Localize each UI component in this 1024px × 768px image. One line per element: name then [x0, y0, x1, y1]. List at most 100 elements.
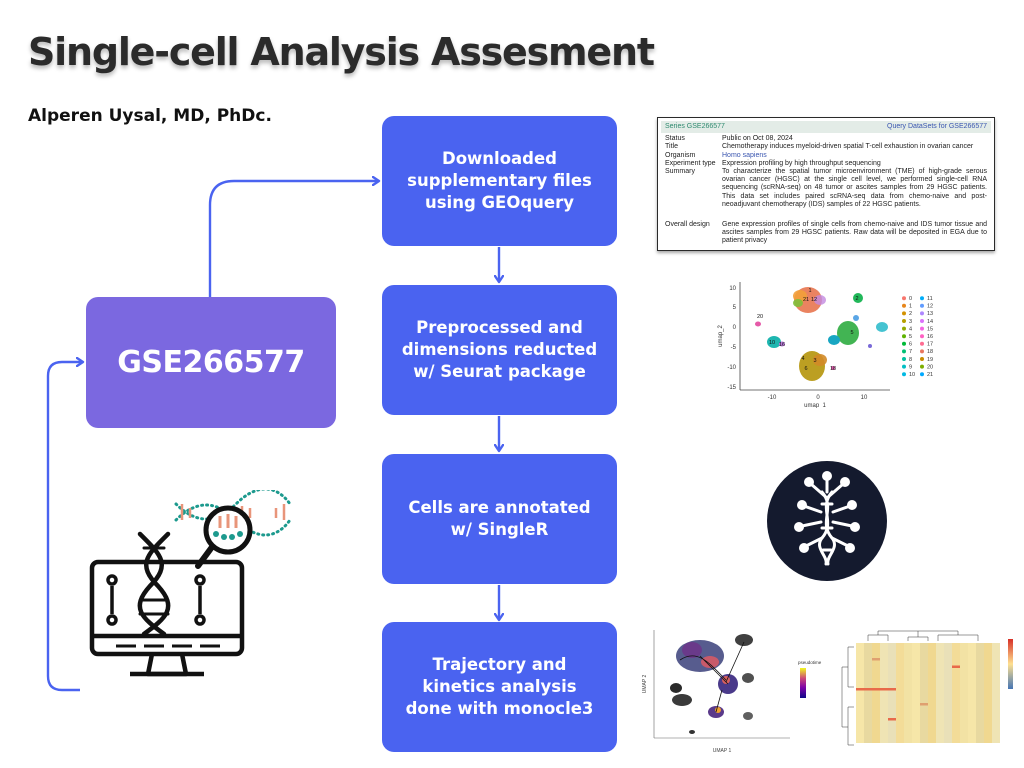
cluster-label: 16	[779, 342, 785, 348]
legend-label: 1	[909, 304, 912, 310]
geo-value: Public on Oct 08, 2024	[722, 135, 793, 143]
geo-organism-link[interactable]: Homo sapiens	[722, 151, 767, 159]
geo-record-card: Series GSE266577 Query DataSets for GSE2…	[657, 117, 995, 251]
legend-label: 11	[927, 296, 933, 302]
legend-swatch	[902, 303, 906, 308]
y-axis-label: UMAP 2	[642, 675, 648, 694]
y-axis-label: umap_2	[718, 324, 724, 346]
cluster-label: 12	[811, 297, 817, 303]
legend-label: 19	[927, 357, 933, 363]
legend-label: 14	[927, 319, 933, 325]
legend-swatch	[920, 341, 924, 346]
legend-label: 3	[909, 319, 912, 325]
legend-label: 15	[927, 326, 933, 332]
legend-swatch	[920, 319, 924, 323]
x-axis-label: umap_1	[804, 403, 826, 408]
geo-header: Series GSE266577 Query DataSets for GSE2…	[661, 121, 991, 134]
y-tick: 0	[733, 325, 737, 331]
legend-label: 6	[909, 342, 912, 348]
legend-swatch	[902, 349, 906, 354]
legend-swatch	[902, 364, 906, 369]
step-trajectory: Trajectory and kinetics analysis done wi…	[382, 622, 617, 752]
step-annotate: Cells are annotated w/ SingleR	[382, 454, 617, 584]
legend-swatch	[902, 319, 906, 323]
legend-label: 13	[927, 311, 933, 317]
clustered-heatmap	[841, 630, 1013, 746]
legend-label: 5	[909, 334, 912, 340]
dna-strand-icon	[137, 531, 171, 637]
legend-swatch	[920, 296, 924, 301]
circuit-icon	[106, 574, 206, 626]
legend-swatch	[920, 311, 924, 316]
heatmap-colorbar	[1008, 639, 1013, 689]
step-preprocess: Preprocessed and dimensions reducted w/ …	[382, 285, 617, 415]
legend-label: 12	[927, 304, 933, 310]
legend-label: 0	[909, 296, 912, 302]
geo-key: Organism	[665, 151, 696, 159]
y-tick: 5	[733, 305, 737, 311]
geo-row-overall-design: Overall design Gene expression profiles o…	[661, 221, 991, 246]
cluster-label: 3	[813, 358, 816, 364]
legend-swatch	[902, 311, 906, 316]
x-tick: 0	[816, 395, 820, 401]
legend-label: 20	[927, 364, 933, 370]
dataset-box: GSE266577	[86, 297, 336, 428]
legend-label: 2	[909, 311, 912, 317]
legend-swatch	[902, 357, 906, 361]
cluster-label: 21	[803, 297, 809, 303]
legend-label: 4	[909, 326, 912, 332]
slide-title: Single-cell Analysis Assesment	[28, 30, 655, 74]
legend-swatch	[920, 357, 924, 361]
legend-swatch	[902, 341, 906, 346]
geo-query-link[interactable]: Query DataSets for GSE266577	[887, 123, 987, 130]
legend-label: 8	[909, 357, 912, 363]
legend-label: 7	[909, 349, 912, 355]
legend-swatch	[920, 303, 924, 308]
cluster-label: 2	[855, 296, 858, 302]
dna-computer-illustration	[89, 490, 292, 677]
geo-value: Expression profiling by high throughput …	[722, 159, 881, 167]
geo-key: Experiment type	[665, 159, 716, 167]
legend-swatch	[920, 364, 924, 369]
legend-swatch	[902, 296, 906, 301]
legend-label: 21	[927, 372, 933, 378]
x-axis-label: UMAP 1	[713, 748, 732, 754]
y-tick: -10	[727, 365, 736, 371]
legend-swatch	[902, 334, 906, 339]
legend-label: 18	[927, 349, 933, 355]
dna-tree-logo	[767, 461, 887, 581]
cluster-label: 20	[757, 314, 763, 320]
cluster-label: 10	[769, 340, 775, 346]
geo-value: To characterize the spatial tumor microe…	[722, 168, 987, 208]
geo-row-experiment-type: Experiment type Expression profiling by h…	[661, 160, 991, 168]
geo-value: Chemotherapy induces myeloid-driven spat…	[722, 143, 974, 151]
geo-row-status: Status Public on Oct 08, 2024	[661, 135, 991, 143]
geo-value: Gene expression profiles of single cells…	[722, 221, 987, 245]
connector-loop-to-dataset	[46, 362, 82, 692]
cluster-label: 1	[808, 288, 811, 294]
cluster-label: 5	[850, 330, 853, 336]
step-download: Downloaded supplementary files using GEO…	[382, 116, 617, 246]
geo-key: Overall design	[665, 221, 710, 229]
geo-series-title: Series GSE266577	[665, 123, 725, 130]
legend-swatch	[920, 326, 924, 331]
legend-swatch	[920, 349, 924, 354]
geo-row-summary: Summary To characterize the spatial tumor…	[661, 168, 991, 209]
legend-swatch	[920, 334, 924, 339]
geo-key: Summary	[665, 168, 695, 176]
legend-label: 17	[927, 342, 933, 348]
monitor-icon	[89, 559, 245, 677]
connector-dataset-to-download	[208, 181, 378, 297]
y-tick: -15	[727, 385, 736, 391]
legend-label: 16	[927, 334, 933, 340]
y-tick: 10	[729, 286, 736, 292]
heatmap-cells	[856, 643, 1000, 743]
umap-clusters	[755, 287, 888, 381]
geo-key: Status	[665, 135, 685, 143]
pseudotime-colorbar	[800, 668, 806, 698]
author-name: Alperen Uysal, MD, PhDc.	[28, 106, 272, 126]
legend-label: 10	[909, 372, 915, 378]
cluster-label: 4	[801, 356, 804, 362]
trajectory-pseudotime-plot: UMAP 1 UMAP 2 pseudotime	[642, 630, 822, 754]
